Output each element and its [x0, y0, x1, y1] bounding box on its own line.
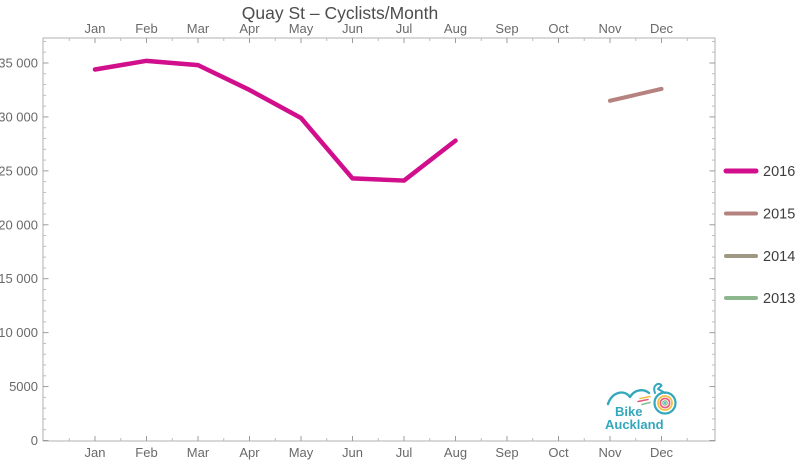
x-tick-label-bottom: Apr	[239, 445, 260, 460]
chart-title: Quay St – Cyclists/Month	[242, 3, 438, 23]
x-tick-label-top: Jul	[396, 21, 413, 36]
frame-dash-green-icon	[641, 401, 651, 406]
plot-frame	[42, 37, 716, 442]
y-tick-label: 0	[31, 433, 38, 448]
x-tick-label-bottom: Jul	[396, 445, 413, 460]
y-tick-label: 25 000	[0, 163, 38, 178]
x-tick-label-top: Nov	[598, 21, 622, 36]
x-tick-label-bottom: Nov	[598, 445, 622, 460]
frame-dash-yellow-icon	[639, 395, 651, 400]
x-tick-label-bottom: Feb	[135, 445, 157, 460]
x-tick-label-top: Feb	[135, 21, 157, 36]
x-tick-label-bottom: Mar	[187, 445, 210, 460]
x-tick-label-bottom: May	[289, 445, 314, 460]
x-tick-label-top: Aug	[444, 21, 467, 36]
x-tick-label-bottom: Oct	[548, 445, 569, 460]
legend-label-2015: 2015	[763, 207, 795, 223]
series-line-2015	[608, 86, 664, 103]
bike-handlebar-icon	[653, 382, 666, 394]
legend-label-2013: 2013	[763, 291, 795, 307]
bike-auckland-logo: Bike Auckland	[605, 382, 677, 432]
y-tick-label: 10 000	[0, 325, 38, 340]
x-tick-label-top: Apr	[239, 21, 260, 36]
wheel-hub-icon	[664, 402, 666, 404]
wheel-ring-green-icon	[662, 400, 668, 406]
x-tick-label-bottom: Sep	[495, 445, 518, 460]
x-tick-label-bottom: Dec	[650, 445, 674, 460]
x-tick-label-bottom: Aug	[444, 445, 467, 460]
x-tick-label-top: Mar	[187, 21, 210, 36]
x-tick-label-bottom: Jan	[85, 445, 106, 460]
y-tick-label: 15 000	[0, 271, 38, 286]
wheel-ring-yellow-icon	[657, 395, 673, 411]
x-tick-label-top: May	[289, 21, 314, 36]
x-tick-label-top: Jun	[342, 21, 363, 36]
legend-label-2016: 2016	[763, 164, 795, 180]
x-tick-label-top: Oct	[548, 21, 569, 36]
y-tick-label: 35 000	[0, 56, 38, 71]
x-tick-label-bottom: Jun	[342, 445, 363, 460]
wheel-ring-pink-icon	[659, 397, 671, 409]
legend-label-2014: 2014	[763, 249, 795, 265]
y-tick-label: 5000	[9, 379, 38, 394]
bike-frame-icon	[606, 389, 651, 406]
x-tick-label-top: Sep	[495, 21, 518, 36]
wheel-ring-teal-icon	[653, 391, 677, 415]
logo-text-auckland: Auckland	[605, 417, 664, 432]
y-tick-label: 30 000	[0, 109, 38, 124]
y-tick-label: 20 000	[0, 217, 38, 232]
logo-text-bike: Bike	[615, 404, 642, 419]
frame-dash-pink-icon	[637, 398, 649, 403]
x-tick-label-top: Dec	[650, 21, 674, 36]
series-line-2016	[92, 58, 458, 183]
x-tick-label-top: Jan	[85, 21, 106, 36]
